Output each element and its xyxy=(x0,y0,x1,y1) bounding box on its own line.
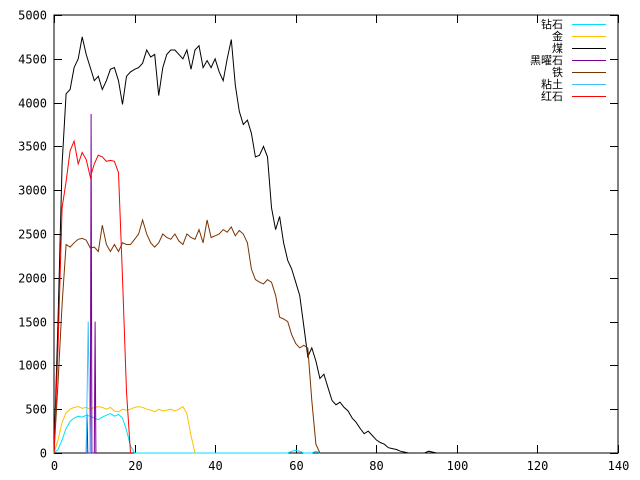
x-tick-label: 40 xyxy=(208,459,222,473)
series-line xyxy=(85,113,97,454)
legend-label: 钻石 xyxy=(541,17,563,31)
plot-area: 0500100015002000250030003500400045005000… xyxy=(18,9,629,474)
y-tick-label: 3000 xyxy=(18,184,47,198)
legend-label: 煤 xyxy=(552,42,563,55)
x-tick-label: 80 xyxy=(369,459,383,473)
y-tick-label: 2000 xyxy=(18,272,47,286)
x-tick-label: 140 xyxy=(608,459,630,473)
y-tick-label: 2500 xyxy=(18,228,47,242)
y-tick-label: 1000 xyxy=(18,359,47,373)
y-tick-label: 0 xyxy=(40,447,47,461)
series-line xyxy=(53,218,321,454)
legend-label: 金 xyxy=(552,29,563,43)
y-tick-label: 4500 xyxy=(18,53,47,67)
x-tick-label: 120 xyxy=(527,459,549,473)
x-tick-label: 20 xyxy=(128,459,142,473)
series-line xyxy=(53,36,437,454)
legend-label: 铁 xyxy=(552,66,563,79)
series-line xyxy=(85,321,91,454)
y-tick-label: 5000 xyxy=(18,9,47,23)
series-line xyxy=(53,413,321,454)
x-tick-label: 100 xyxy=(447,459,469,473)
y-tick-label: 4000 xyxy=(18,97,47,111)
legend-label: 黑曜石 xyxy=(530,54,563,67)
legend-label: 红石 xyxy=(541,90,563,103)
series-line xyxy=(53,405,196,454)
legend-label: 粘土 xyxy=(541,77,563,91)
series-line xyxy=(53,139,131,454)
y-tick-label: 1500 xyxy=(18,316,47,330)
x-tick-label: 60 xyxy=(289,459,303,473)
x-tick-label: 0 xyxy=(51,459,58,473)
y-tick-label: 500 xyxy=(25,403,47,417)
y-tick-label: 3500 xyxy=(18,140,47,154)
